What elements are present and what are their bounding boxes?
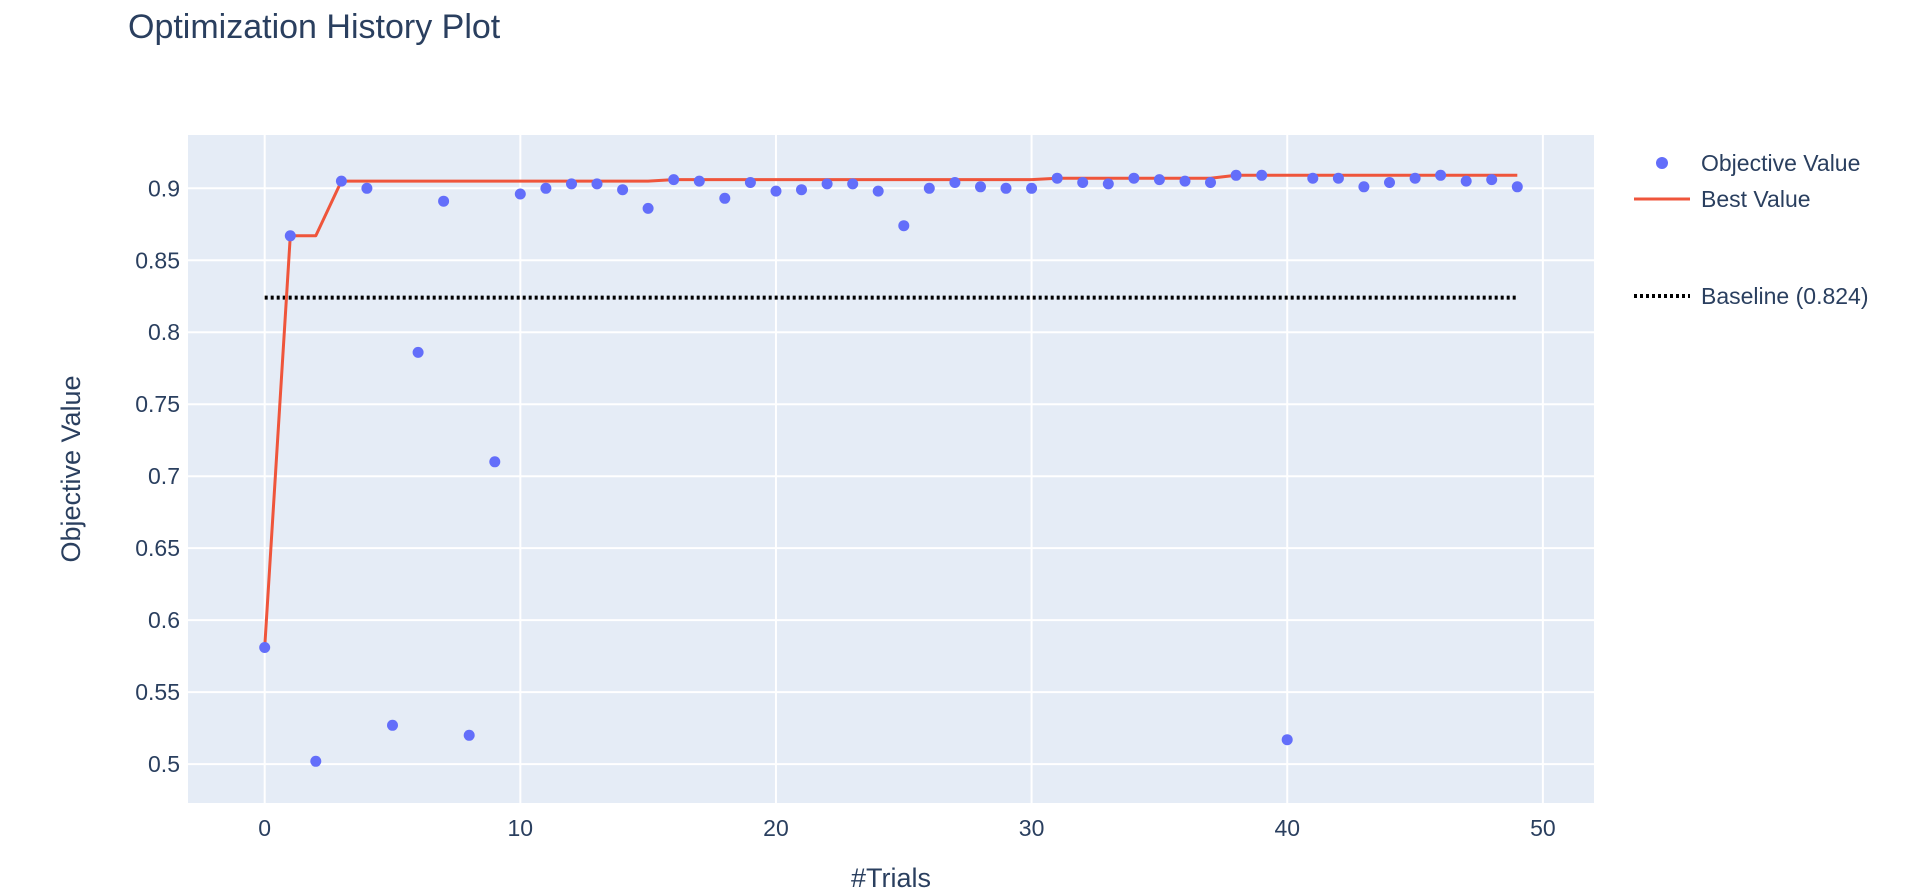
objective-value-point — [412, 346, 424, 358]
legend-item-objective-value[interactable]: Objective Value — [1656, 150, 1860, 176]
objective-value-point — [668, 174, 680, 186]
objective-value-point — [540, 182, 552, 194]
objective-value-point — [1435, 169, 1447, 181]
objective-value-point — [1179, 175, 1191, 187]
objective-value-point — [1230, 169, 1242, 181]
objective-value-point — [1460, 175, 1472, 187]
objective-value-point — [744, 177, 756, 188]
objective-value-point — [310, 755, 322, 767]
y-tick-label: 0.65 — [135, 535, 180, 561]
x-tick-label: 10 — [508, 815, 534, 841]
objective-value-point — [719, 192, 731, 204]
objective-value-point — [770, 185, 782, 197]
legend-label-best-value: Best Value — [1701, 186, 1811, 212]
objective-value-point — [1205, 177, 1216, 188]
objective-value-point — [1358, 181, 1370, 193]
objective-value-point — [1384, 177, 1395, 188]
x-tick-label: 40 — [1274, 815, 1300, 841]
objective-value-point — [1077, 177, 1089, 188]
objective-value-point — [387, 719, 398, 731]
objective-value-point — [923, 182, 935, 194]
objective-value-point — [514, 188, 526, 200]
grid-lines — [188, 135, 1594, 803]
objective-value-point — [1332, 172, 1344, 184]
objective-value-point — [1051, 172, 1063, 184]
objective-value-point — [796, 184, 807, 196]
objective-value-point — [259, 642, 271, 653]
y-tick-label: 0.75 — [135, 391, 180, 417]
objective-value-point — [1307, 172, 1319, 184]
objective-value-point — [949, 177, 961, 188]
objective-value-point — [975, 181, 986, 193]
objective-value-point — [489, 456, 501, 468]
x-tick-label: 0 — [258, 815, 271, 841]
objective-value-point — [1409, 172, 1421, 184]
objective-value-point — [847, 178, 859, 190]
legend-marker-objective-value — [1656, 157, 1668, 169]
legend-label-objective-value: Objective Value — [1701, 150, 1860, 176]
objective-value-point — [693, 175, 705, 187]
objective-value-point — [1153, 174, 1165, 186]
x-tick-label: 20 — [763, 815, 789, 841]
objective-value-point — [617, 184, 629, 196]
chart-title: Optimization History Plot — [128, 8, 501, 46]
objective-value-point — [1256, 169, 1268, 181]
objective-value-point — [898, 220, 910, 232]
objective-value-point — [591, 178, 603, 190]
objective-value-point — [463, 729, 475, 741]
objective-value-point — [1281, 734, 1293, 746]
legend-item-baseline[interactable]: Baseline (0.824) — [1634, 283, 1869, 309]
objective-value-point — [872, 185, 884, 197]
objective-value-point — [642, 202, 654, 214]
objective-value-point — [821, 178, 833, 190]
objective-value-point — [284, 230, 296, 242]
y-tick-label: 0.6 — [148, 607, 180, 633]
y-axis-title: Objective Value — [56, 375, 86, 562]
y-tick-label: 0.9 — [148, 175, 180, 201]
y-tick-label: 0.8 — [148, 319, 180, 345]
objective-value-point — [1026, 182, 1038, 194]
y-tick-label: 0.5 — [148, 751, 180, 777]
objective-value-point — [1128, 172, 1140, 184]
objective-value-point — [1486, 174, 1498, 186]
legend[interactable]: Objective Value Best Value Baseline (0.8… — [1634, 150, 1869, 309]
objective-value-point — [335, 175, 347, 187]
x-tick-label: 50 — [1530, 815, 1556, 841]
objective-value-point — [566, 178, 577, 190]
legend-label-baseline: Baseline (0.824) — [1701, 283, 1869, 309]
series-layer — [259, 169, 1523, 767]
x-tick-label: 30 — [1019, 815, 1045, 841]
y-tick-label: 0.85 — [135, 247, 180, 273]
x-axis-title: #Trials — [851, 863, 931, 893]
legend-item-best-value[interactable]: Best Value — [1634, 186, 1811, 212]
tick-labels: 0.5 0.55 0.6 0.65 0.7 0.75 0.8 0.85 0.9 0 10 20 30 40… — [135, 175, 1555, 841]
y-tick-label: 0.7 — [148, 463, 180, 489]
plot-background — [188, 135, 1594, 803]
objective-value-point — [1102, 178, 1114, 190]
objective-value-point — [361, 182, 373, 194]
objective-value-point — [1000, 182, 1012, 194]
objective-value-point — [1511, 181, 1523, 193]
y-tick-label: 0.55 — [135, 679, 180, 705]
objective-value-point — [438, 195, 450, 207]
